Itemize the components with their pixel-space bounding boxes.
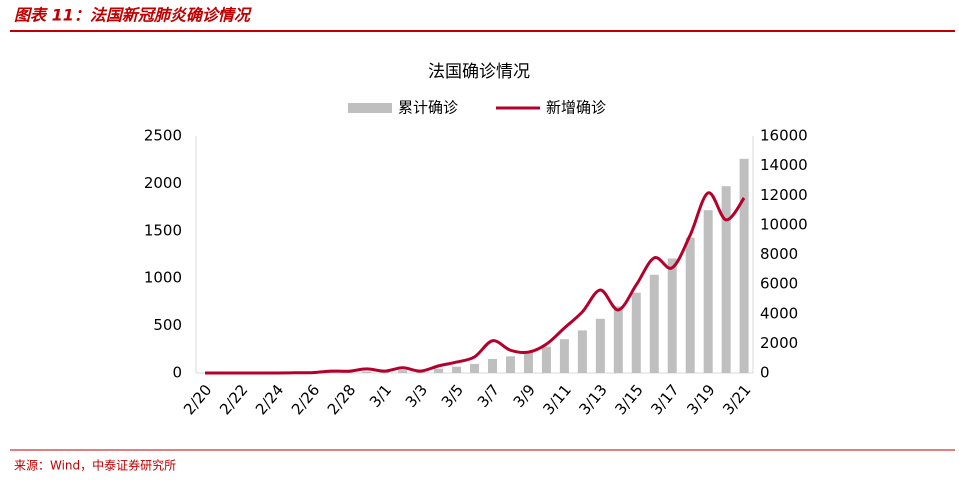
bar <box>523 352 533 373</box>
x-tick-label: 3/19 <box>683 381 718 418</box>
y2-tick-label: 14000 <box>760 156 808 174</box>
x-tick-label: 3/21 <box>719 381 754 418</box>
y-tick-label: 1500 <box>144 221 182 239</box>
x-tick-label: 2/28 <box>324 381 359 418</box>
x-tick-label: 2/26 <box>288 381 323 418</box>
legend-swatch <box>348 103 392 113</box>
y2-tick-label: 16000 <box>760 127 808 145</box>
bar <box>452 366 462 373</box>
x-tick-label: 3/9 <box>510 381 539 411</box>
bar <box>721 186 731 373</box>
bar <box>613 306 623 373</box>
y2-tick-label: 2000 <box>760 334 798 352</box>
bar <box>488 358 498 373</box>
legend-label: 累计确诊 <box>398 99 458 117</box>
bar <box>541 346 551 373</box>
y2-tick-label: 12000 <box>760 186 808 204</box>
x-tick-label: 3/1 <box>366 381 395 411</box>
bar <box>559 339 569 373</box>
bar <box>505 356 515 373</box>
bar <box>595 318 605 373</box>
x-tick-label: 3/3 <box>402 381 431 411</box>
bar <box>326 372 336 373</box>
x-tick-label: 3/7 <box>474 381 503 411</box>
y2-tick-label: 4000 <box>760 304 798 322</box>
y-tick-label: 0 <box>172 364 182 382</box>
source: 来源：Wind，中泰证券研究所 <box>14 458 176 473</box>
x-tick-label: 3/11 <box>539 381 574 418</box>
x-tick-label: 2/22 <box>216 381 251 418</box>
bar <box>667 258 677 373</box>
y2-tick-label: 10000 <box>760 215 808 233</box>
line <box>205 191 746 375</box>
header: 图表 11：法国新冠肺炎确诊情况 <box>14 6 252 25</box>
y-tick-label: 500 <box>153 316 182 334</box>
x-tick-label: 3/15 <box>611 381 646 418</box>
bar <box>362 371 372 373</box>
x-tick-label: 2/20 <box>180 381 215 418</box>
x-tick-label: 3/13 <box>575 381 610 418</box>
y-tick-label: 2500 <box>144 127 182 145</box>
bar <box>649 274 659 373</box>
y-tick-label: 1000 <box>144 269 182 287</box>
x-tick-label: 3/17 <box>647 381 682 418</box>
bar <box>577 330 587 373</box>
x-tick-label: 3/5 <box>438 381 467 411</box>
bar <box>631 292 641 373</box>
y2-tick-label: 6000 <box>760 275 798 293</box>
bar <box>685 237 695 373</box>
y2-tick-label: 0 <box>760 364 770 382</box>
bar <box>470 363 480 373</box>
bar <box>398 370 408 373</box>
bar <box>703 210 713 373</box>
chart-title: 法国确诊情况 <box>428 62 530 82</box>
legend-label: 新增确诊 <box>546 99 606 117</box>
x-tick-label: 2/24 <box>252 381 287 418</box>
bar <box>739 158 749 373</box>
y2-tick-label: 8000 <box>760 245 798 263</box>
y-tick-label: 2000 <box>144 174 182 192</box>
bar <box>434 368 444 373</box>
